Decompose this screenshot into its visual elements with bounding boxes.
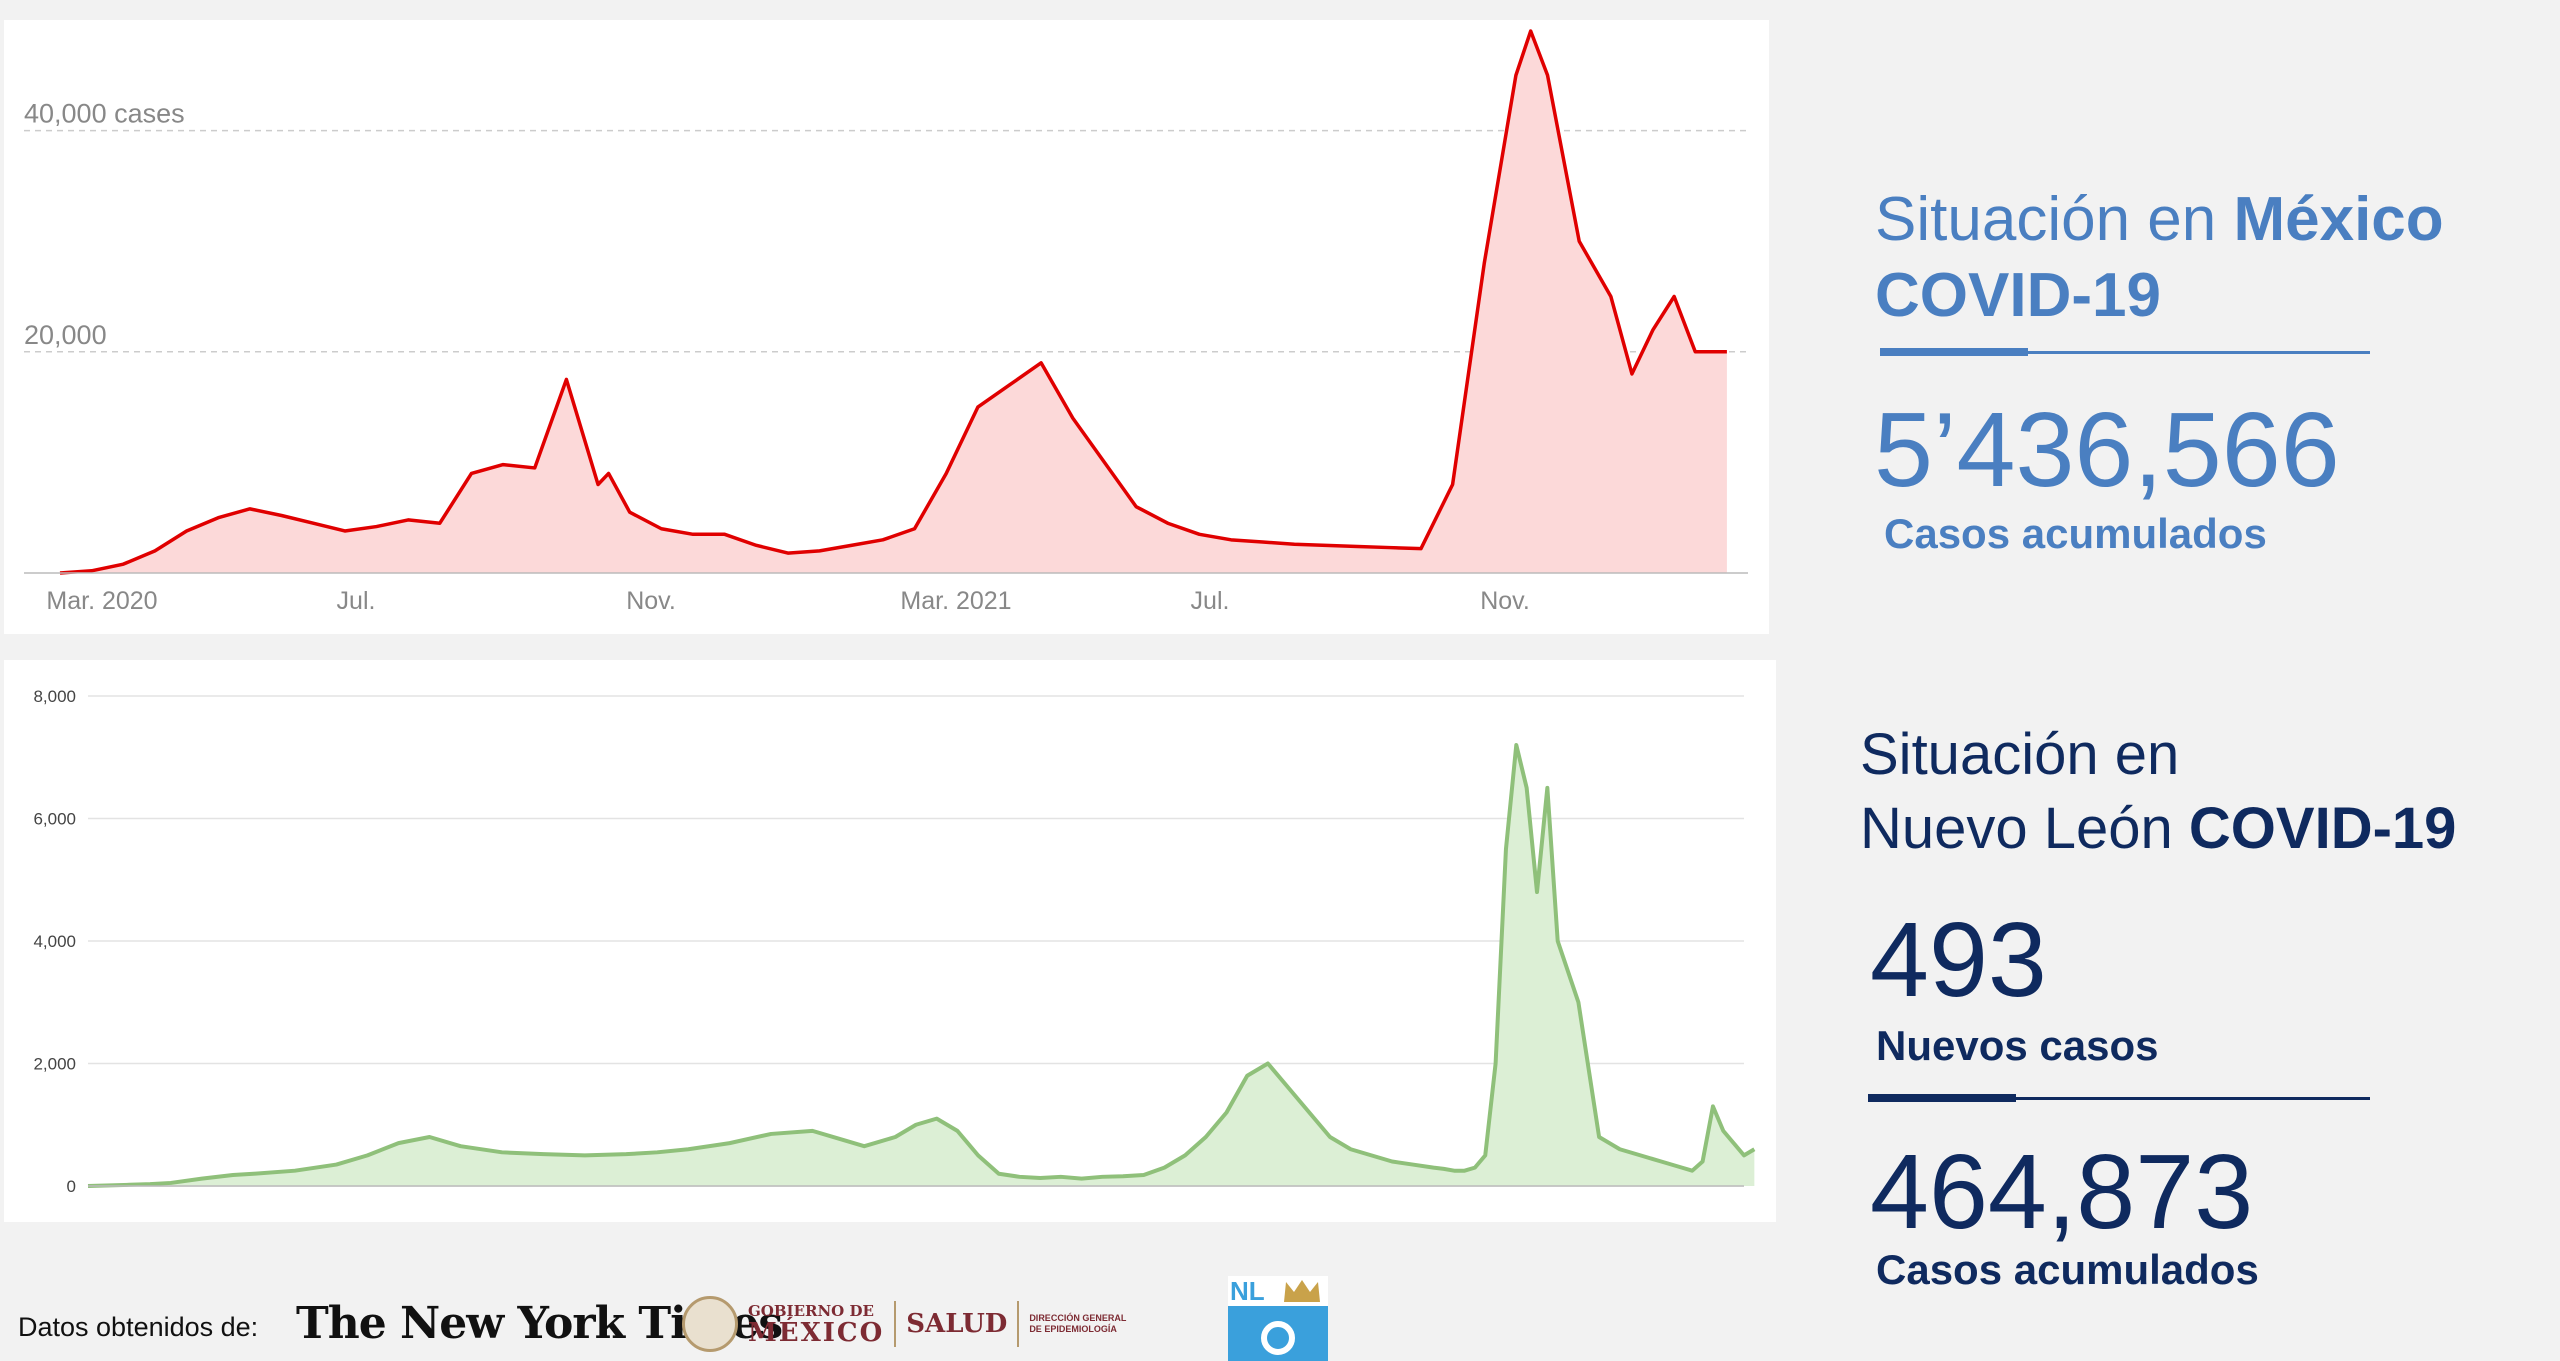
- nuevo-leon-logo: NL: [1228, 1276, 1328, 1361]
- nl-total-label: Casos acumulados: [1876, 1246, 2259, 1293]
- gob-line2: MÉXICO: [748, 1318, 885, 1348]
- nl-title-line2: Nuevo León: [1860, 796, 2189, 861]
- nl-title-line1: Situación en: [1860, 722, 2180, 787]
- mexico-title-country: México: [2233, 185, 2444, 254]
- nl-logo-text: NL: [1230, 1276, 1265, 1306]
- y-tick-label: 2,000: [33, 1055, 76, 1074]
- gobierno-salud-logo: GOBIERNO DE MÉXICO SALUD DIRECCIÓN GENER…: [682, 1296, 1126, 1352]
- coat-of-arms-icon: [682, 1296, 738, 1352]
- y-tick-label: 40,000 cases: [24, 99, 185, 129]
- source-label: Datos obtenidos de:: [18, 1312, 259, 1342]
- mexico-total-cases: 5’436,566: [1874, 391, 2340, 509]
- mexico-title-prefix: Situación en: [1875, 185, 2234, 254]
- gob-line1: GOBIERNO DE: [748, 1302, 874, 1320]
- y-tick-label: 20,000: [24, 320, 107, 350]
- nl-divider: [1868, 1097, 2370, 1100]
- mexico-chart-svg: 40,000 cases 20,000 Mar. 2020 Jul. Nov. Mar. …: [24, 29, 1748, 615]
- x-tick-label: Mar. 2020: [46, 587, 157, 615]
- mexico-cases-chart: 40,000 cases 20,000 Mar. 2020 Jul. Nov. Mar. …: [4, 20, 1769, 634]
- dg-line1: DIRECCIÓN GENERAL: [1029, 1313, 1127, 1323]
- series-area: [60, 31, 1727, 574]
- x-tick-label: Mar. 2021: [900, 587, 1011, 615]
- logo-separator: [894, 1301, 897, 1347]
- nl-total-cases: 464,873: [1870, 1133, 2254, 1251]
- logo-separator-2: [1017, 1301, 1020, 1347]
- x-tick-label: Jul.: [1191, 587, 1230, 615]
- salud-label: SALUD: [906, 1309, 1008, 1339]
- crown-icon: [1284, 1280, 1320, 1302]
- mexico-title: Situación en México COVID-19: [1875, 182, 2444, 334]
- mexico-total-label: Casos acumulados: [1884, 510, 2267, 557]
- y-tick-label: 6,000: [33, 810, 76, 829]
- nl-divider-accent: [1868, 1094, 2016, 1102]
- mexico-title-disease: COVID-19: [1875, 261, 2161, 330]
- series-area: [88, 745, 1755, 1186]
- x-tick-label: Nov.: [626, 587, 676, 615]
- y-tick-label: 4,000: [33, 932, 76, 951]
- series-line: [87, 743, 1756, 1188]
- dg-line2: DE EPIDEMIOLOGÍA: [1029, 1324, 1117, 1334]
- y-tick-label: 8,000: [33, 687, 76, 706]
- series-line: [59, 29, 1727, 575]
- logo-symbol-icon: [1261, 1321, 1295, 1355]
- x-tick-label: Jul.: [337, 587, 376, 615]
- y-tick-label: 0: [67, 1177, 76, 1196]
- mexico-divider-accent: [1880, 348, 2028, 356]
- nl-title-disease: COVID-19: [2188, 796, 2457, 861]
- mexico-divider: [1880, 351, 2370, 354]
- nl-new-label: Nuevos casos: [1876, 1022, 2159, 1069]
- dg-block: DIRECCIÓN GENERAL DE EPIDEMIOLOGÍA: [1029, 1313, 1126, 1335]
- gobierno-block: GOBIERNO DE MÉXICO: [748, 1302, 884, 1346]
- nuevo-leon-title: Situación en Nuevo León COVID-19: [1860, 718, 2456, 866]
- nl-new-cases: 493: [1870, 901, 2047, 1019]
- x-tick-label: Nov.: [1480, 587, 1530, 615]
